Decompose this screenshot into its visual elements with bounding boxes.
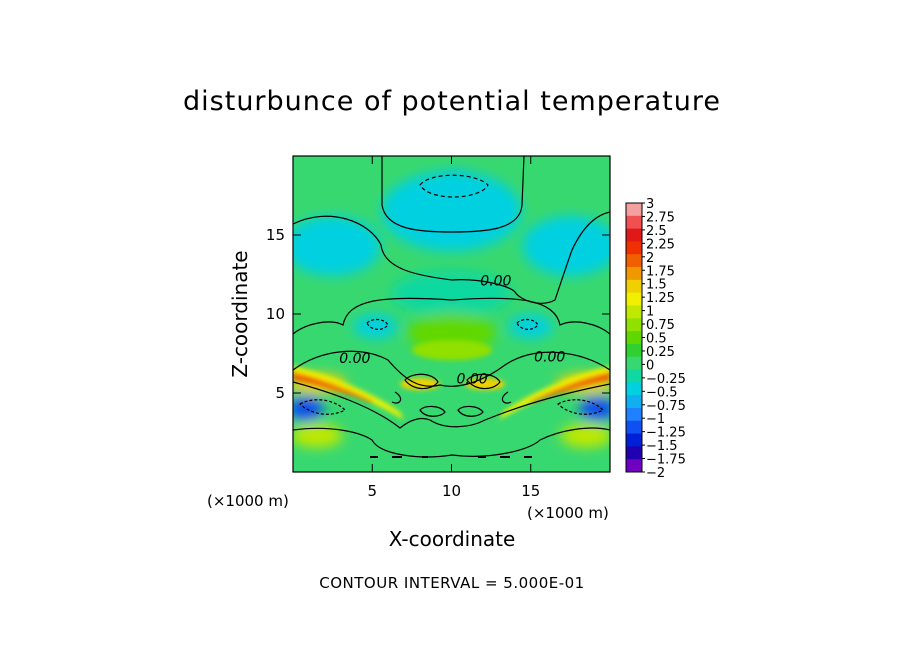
contour-frag-2 bbox=[501, 391, 512, 404]
colorbar-swatch bbox=[626, 433, 642, 447]
colorbar-level-label: −1.75 bbox=[646, 453, 686, 468]
colorbar-level-label: −1 bbox=[646, 412, 665, 427]
contour-frag-1 bbox=[391, 391, 402, 404]
colorbar-swatch bbox=[626, 267, 642, 281]
y-tick-label: 10 bbox=[266, 305, 285, 323]
contour-small-neg-1 bbox=[366, 318, 389, 330]
field-region bbox=[560, 423, 610, 448]
contour-band-lower bbox=[293, 381, 610, 429]
x-axis-ticks: 5 10 15 bbox=[367, 156, 540, 500]
colorbar-swatch bbox=[626, 382, 642, 396]
field-layer bbox=[293, 156, 610, 472]
field-detail bbox=[293, 340, 610, 420]
field-region bbox=[293, 216, 381, 277]
contour-small-2 bbox=[466, 373, 501, 390]
colorbar-swatch bbox=[626, 343, 642, 358]
colorbar-swatch bbox=[626, 318, 642, 332]
colorbar-level-label: 3 bbox=[646, 197, 654, 212]
colorbar-swatch bbox=[626, 305, 642, 319]
contour-small-3 bbox=[419, 405, 446, 417]
colorbar-level-label: 2.75 bbox=[646, 210, 675, 225]
contour-band-upper bbox=[293, 350, 610, 387]
colorbar-level-label: 1 bbox=[646, 305, 654, 320]
colorbar-swatch bbox=[626, 420, 642, 435]
contour-bottom bbox=[293, 427, 610, 458]
contour-mid-zero bbox=[293, 211, 610, 304]
colorbar-level-label: 0.5 bbox=[646, 332, 667, 347]
band-hot-left bbox=[293, 372, 374, 404]
colorbar-swatch bbox=[626, 356, 642, 371]
x-tick-label: 5 bbox=[367, 482, 377, 500]
contour-label: 0.00 bbox=[534, 349, 565, 365]
y-axis-ticks: 5 10 15 bbox=[266, 226, 610, 402]
field-region bbox=[508, 314, 553, 339]
contour-top-neg bbox=[419, 174, 489, 198]
colorbar-level-label: −1.25 bbox=[646, 426, 686, 441]
colorbar-level-label: −2 bbox=[646, 466, 665, 481]
colorbar-level-label: −0.5 bbox=[646, 385, 678, 400]
field-region bbox=[391, 271, 512, 316]
contour-labels: 0.00 0.00 0.00 0.00 bbox=[339, 274, 565, 388]
colorbar-swatch bbox=[626, 459, 642, 473]
colorbar-swatch bbox=[626, 241, 642, 255]
x-tick-label: 10 bbox=[442, 482, 461, 500]
blob-mid-center bbox=[412, 340, 492, 360]
colorbar-swatch bbox=[626, 395, 642, 409]
x-unit-label: (×1000 m) bbox=[527, 504, 609, 522]
colorbar-swatch bbox=[626, 279, 642, 294]
field-region bbox=[293, 423, 343, 448]
colorbar-level-label: −0.25 bbox=[646, 372, 686, 387]
contour-top-zero bbox=[381, 156, 525, 233]
colorbar-swatch bbox=[626, 331, 642, 345]
x-tick-label: 15 bbox=[521, 482, 540, 500]
colorbar-level-label: 2 bbox=[646, 251, 654, 266]
colorbar-level-label: −1.5 bbox=[646, 439, 678, 454]
colorbar-swatch bbox=[626, 407, 642, 422]
colorbar-swatch bbox=[626, 446, 642, 460]
contour-small-4 bbox=[457, 405, 484, 417]
colorbar-level-label: 0.75 bbox=[646, 318, 675, 333]
contour-label: 0.00 bbox=[480, 274, 511, 290]
contour-interval-caption: CONTOUR INTERVAL = 5.000E-01 bbox=[319, 574, 585, 592]
band-hot-right bbox=[529, 372, 610, 404]
colorbar-level-label: −0.75 bbox=[646, 399, 686, 414]
colorbar-level-label: 2.25 bbox=[646, 237, 675, 252]
colorbar-swatch bbox=[626, 254, 642, 268]
contour-lines bbox=[293, 156, 610, 458]
colorbar-level-label: 1.5 bbox=[646, 278, 667, 293]
colorbar-swatch bbox=[626, 292, 642, 306]
y-tick-label: 5 bbox=[275, 384, 285, 402]
contour-label: 0.00 bbox=[457, 372, 488, 388]
colorbar-swatch bbox=[626, 369, 642, 383]
colorbar-level-label: 0 bbox=[646, 358, 654, 373]
field-region bbox=[579, 396, 610, 421]
contour-small-1 bbox=[404, 373, 439, 390]
colorbar-swatch bbox=[626, 228, 642, 242]
field-region bbox=[293, 396, 324, 421]
field-region bbox=[522, 216, 610, 277]
contour-lower-zero bbox=[293, 297, 610, 335]
field-region bbox=[381, 171, 522, 252]
contour-label: 0.00 bbox=[339, 351, 370, 367]
colorbar: 32.752.52.2521.751.51.2510.750.50.250−0.… bbox=[625, 197, 686, 481]
field-region bbox=[353, 314, 398, 339]
x-axis-label: X-coordinate bbox=[389, 527, 516, 551]
y-axis-label: Z-coordinate bbox=[228, 250, 252, 377]
colorbar-level-label: 1.75 bbox=[646, 264, 675, 279]
colorbar-swatch bbox=[626, 203, 642, 217]
colorbar-level-label: 0.25 bbox=[646, 345, 675, 360]
colorbar-swatch bbox=[626, 215, 642, 230]
contour-small-neg-2 bbox=[516, 318, 539, 330]
chart-title: disturbunce of potential temperature bbox=[183, 86, 721, 117]
colorbar-level-label: 2.5 bbox=[646, 224, 667, 239]
colorbar-level-label: 1.25 bbox=[646, 291, 675, 306]
y-tick-label: 15 bbox=[266, 226, 285, 244]
z-unit-label: (×1000 m) bbox=[207, 492, 289, 510]
